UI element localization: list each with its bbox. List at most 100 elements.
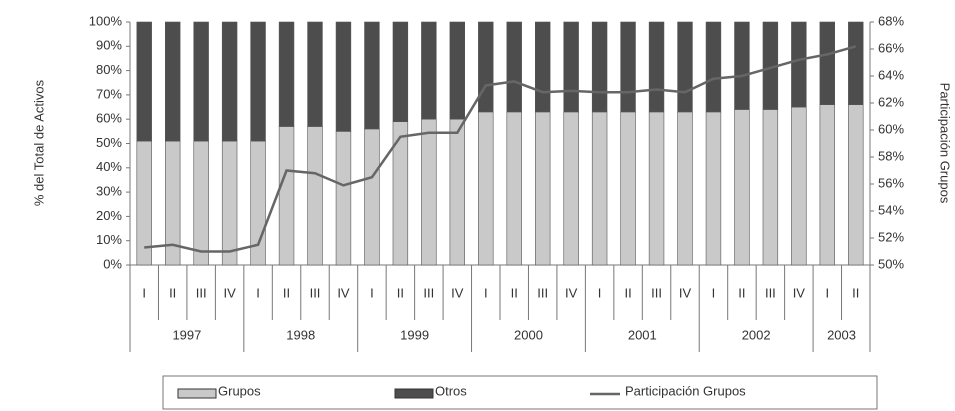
bar-segment <box>164 21 181 142</box>
x-tick-label: III <box>423 285 434 300</box>
x-tick-label: IV <box>565 285 578 300</box>
bar-segment <box>193 21 209 142</box>
bar-segment <box>734 21 750 110</box>
x-tick-label: II <box>738 285 745 300</box>
bar-segment <box>648 111 665 266</box>
bar-segment <box>620 21 636 113</box>
bar-segment <box>335 21 352 132</box>
bar-segment <box>620 111 636 266</box>
y-tick-label: 10% <box>96 232 122 247</box>
bar-segment <box>449 118 466 266</box>
x-tick-label: II <box>511 285 518 300</box>
bar-segment <box>705 111 722 266</box>
bar-segment <box>791 21 807 108</box>
x-group-label: 1997 <box>172 327 201 342</box>
bar-segment <box>421 118 437 266</box>
x-group-label: 2000 <box>514 327 543 342</box>
y2-tick-label: 52% <box>878 229 904 244</box>
x-tick-label: I <box>712 285 716 300</box>
x-tick-label: IV <box>223 285 236 300</box>
x-tick-label: III <box>537 285 548 300</box>
bar-segment <box>392 21 409 122</box>
y2-tick-label: 64% <box>878 67 904 82</box>
x-tick-label: III <box>651 285 662 300</box>
bar-segment <box>791 106 807 266</box>
legend-label: Participación Grupos <box>625 383 746 398</box>
bar-segment <box>364 21 380 130</box>
bar-segment <box>506 111 522 266</box>
y2-tick-label: 58% <box>878 148 904 163</box>
y2-axis-label: Participación Grupos <box>938 83 953 204</box>
bar-segment <box>705 21 722 113</box>
bar-segment <box>221 140 238 266</box>
x-tick-label: II <box>169 285 176 300</box>
line-series <box>144 45 857 253</box>
y-axis-label: % del Total de Activos <box>31 79 46 206</box>
x-tick-label: II <box>283 285 290 300</box>
x-group-label: 1999 <box>400 327 429 342</box>
bar-segment <box>307 126 323 266</box>
x-tick-label: I <box>142 285 146 300</box>
bar-segment <box>534 21 551 113</box>
y2-tick-label: 66% <box>878 40 904 55</box>
y-tick-label: 90% <box>96 38 122 53</box>
bar-segment <box>278 126 295 266</box>
y-tick-label: 20% <box>96 208 122 223</box>
bar-segment <box>335 131 352 266</box>
y-tick-label: 70% <box>96 86 122 101</box>
bar-segment <box>677 21 693 113</box>
bar-segment <box>421 21 437 120</box>
x-tick-label: I <box>825 285 829 300</box>
x-group-label: 1998 <box>286 327 315 342</box>
bar-segment <box>819 104 836 266</box>
bar-segment <box>848 104 864 266</box>
bar-segment <box>506 21 522 113</box>
y2-tick-label: 56% <box>878 175 904 190</box>
y2-tick-label: 60% <box>878 121 904 136</box>
legend-label: Otros <box>435 383 467 398</box>
x-tick-label: II <box>852 285 859 300</box>
bar-segment <box>819 21 836 105</box>
x-tick-label: III <box>765 285 776 300</box>
legend-label: Grupos <box>218 383 261 398</box>
y2-tick-label: 54% <box>878 202 904 217</box>
bar-segment <box>193 140 209 266</box>
y-tick-label: 30% <box>96 184 122 199</box>
bar-segment <box>591 21 608 113</box>
bar-segment <box>591 111 608 266</box>
x-tick-label: III <box>196 285 207 300</box>
x-group-label: 2003 <box>827 327 856 342</box>
bar-segment <box>221 21 238 142</box>
x-tick-label: IV <box>679 285 692 300</box>
x-group-label: 2002 <box>742 327 771 342</box>
bar-segment <box>848 21 864 105</box>
x-tick-label: IV <box>451 285 464 300</box>
bar-segment <box>648 21 665 113</box>
bar-segment <box>734 109 750 266</box>
bar-segment <box>563 111 579 266</box>
x-group-label: 2001 <box>628 327 657 342</box>
y2-tick-label: 50% <box>878 256 904 271</box>
bar-segment <box>278 21 295 127</box>
x-tick-label: IV <box>337 285 350 300</box>
x-tick-label: I <box>484 285 488 300</box>
y-tick-label: 0% <box>103 256 122 271</box>
bar-segment <box>762 109 779 266</box>
y2-tick-label: 62% <box>878 94 904 109</box>
y-tick-label: 40% <box>96 159 122 174</box>
y-tick-label: 80% <box>96 62 122 77</box>
bar-segment <box>478 111 494 266</box>
y-tick-label: 50% <box>96 135 122 150</box>
x-tick-label: II <box>624 285 631 300</box>
x-tick-label: I <box>598 285 602 300</box>
bar-segment <box>449 21 466 120</box>
bar-segment <box>534 111 551 266</box>
x-tick-label: IV <box>793 285 806 300</box>
bar-segment <box>364 128 380 266</box>
y-tick-label: 100% <box>89 13 123 28</box>
bar-segment <box>136 21 152 142</box>
bar-segment <box>250 21 266 142</box>
y2-tick-label: 68% <box>878 13 904 28</box>
bar-segment <box>677 111 693 266</box>
